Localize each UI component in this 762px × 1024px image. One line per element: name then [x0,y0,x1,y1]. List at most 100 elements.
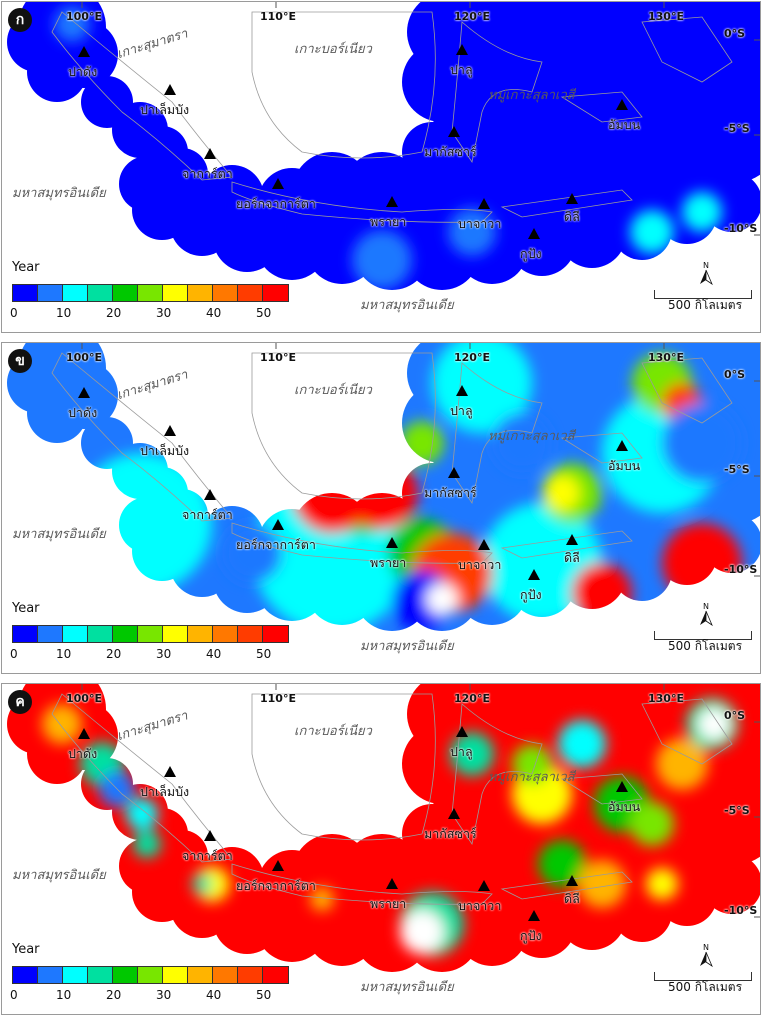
station-label: มากัสซาร์ [424,826,477,841]
legend-swatch [188,967,213,983]
heat-blob [578,860,626,908]
station-marker-icon [448,808,460,819]
legend-colorbar [12,625,289,643]
station-marker-icon [566,534,578,545]
heat-blob [682,192,722,232]
legend-swatch [213,626,238,642]
station-label: อัมบน [608,458,641,473]
station-marker-icon [478,880,490,891]
legend-swatch [163,285,188,301]
heat-blob [512,744,552,784]
station-label: มากัสซาร์ [424,144,477,159]
coord-label-lon110: 110°E [260,10,296,23]
coastlines [51,11,733,223]
station-label: ปาลู [450,62,473,77]
legend-swatch [63,626,88,642]
legend-swatch [113,285,138,301]
scale-bar: 500 กิโลเมตร [650,968,758,998]
station-marker-icon [528,569,540,580]
coord-label-lat10: -10°S [724,563,758,576]
station-marker-icon [78,387,90,398]
legend-swatch [263,285,288,301]
coord-label-lat5: -5°S [724,804,750,817]
region-label-sulawesi: หมู่เกาะสุลาเวสี [488,770,575,785]
legend-swatch [88,626,113,642]
station-label: บาจาวา [458,216,502,231]
station-marker-icon [616,781,628,792]
coord-label-lat5: -5°S [724,463,750,476]
scale-line [654,631,752,640]
heat-blob [133,830,161,858]
north-arrow-icon: N [696,601,716,631]
station-label: อัมบน [608,799,641,814]
station-marker-icon [448,126,460,137]
coord-label-lat10: -10°S [724,904,758,917]
scale-label: 500 กิโลเมตร [668,639,743,653]
legend-swatch [113,967,138,983]
graticule-ticks [81,343,760,577]
region-label-indian_ocean_south: มหาสมุทรอินเดีย [360,298,454,313]
station-marker-icon [204,830,216,841]
station-label: ยอร์กจาการ์ตา [236,878,316,893]
legend-title: Year [12,260,40,275]
station-label: ยอร์กจาการ์ตา [236,196,316,211]
heat-blob [352,230,412,290]
heat-blob [646,868,678,900]
station-marker-icon [528,228,540,239]
heat-blob [544,475,580,511]
station-marker-icon [478,539,490,550]
station-label: จาการ์ตา [182,166,233,181]
legend-tick-label: 40 [206,306,222,320]
coastlines [51,693,733,905]
heat-blob [630,210,674,254]
legend-swatch [263,967,288,983]
heat-blob [698,708,730,740]
heat-blob [54,6,90,42]
coord-label-lon100: 100°E [66,351,102,364]
legend-ticks: 0 10 20 30 40 50 [10,988,302,1004]
north-arrow-icon: N [696,942,716,972]
legend-swatch [38,285,63,301]
coord-label-lat0: 0°S [724,368,746,381]
coord-label-lon130: 130°E [648,10,684,23]
coord-label-lon110: 110°E [260,351,296,364]
station-label: จาการ์ตา [182,848,233,863]
station-marker-icon [204,489,216,500]
legend-tick-label: 50 [256,988,272,1002]
region-label-sulawesi: หมู่เกาะสุลาเวสี [488,88,575,103]
legend-tick-label: 10 [56,647,72,661]
region-label-borneo: เกาะบอร์เนียว [294,42,372,57]
legend-swatch [163,967,188,983]
station-label: พรายา [370,896,407,911]
legend-tick-label: 30 [156,647,172,661]
station-marker-icon [272,860,284,871]
legend-swatch [188,626,213,642]
legend-swatch [88,285,113,301]
region-label-indian_ocean_south: มหาสมุทรอินเดีย [360,980,454,995]
region-label-indian_ocean_south: มหาสมุทรอินเดีย [360,639,454,654]
legend-swatch [263,626,288,642]
legend-tick-label: 50 [256,306,272,320]
north-label: N [703,602,709,611]
legend-swatch [138,285,163,301]
scale-label: 500 กิโลเมตร [668,980,743,994]
station-marker-icon [204,148,216,159]
legend-tick-label: 30 [156,306,172,320]
coord-label-lat10: -10°S [724,222,758,235]
heat-blob [450,732,494,776]
station-marker-icon [386,196,398,207]
station-label: กูปัง [520,928,542,943]
region-label-borneo: เกาะบอร์เนียว [294,724,372,739]
legend-tick-label: 20 [106,306,122,320]
legend-swatch [138,626,163,642]
legend-swatch [238,967,263,983]
coord-label-lat5: -5°S [724,122,750,135]
legend-swatch [138,967,163,983]
region-label-sulawesi: หมู่เกาะสุลาเวสี [488,429,575,444]
legend-swatch [63,967,88,983]
heat-blob [432,343,532,433]
station-marker-icon [78,46,90,57]
legend-tick-label: 30 [156,988,172,1002]
legend-swatch [113,626,138,642]
